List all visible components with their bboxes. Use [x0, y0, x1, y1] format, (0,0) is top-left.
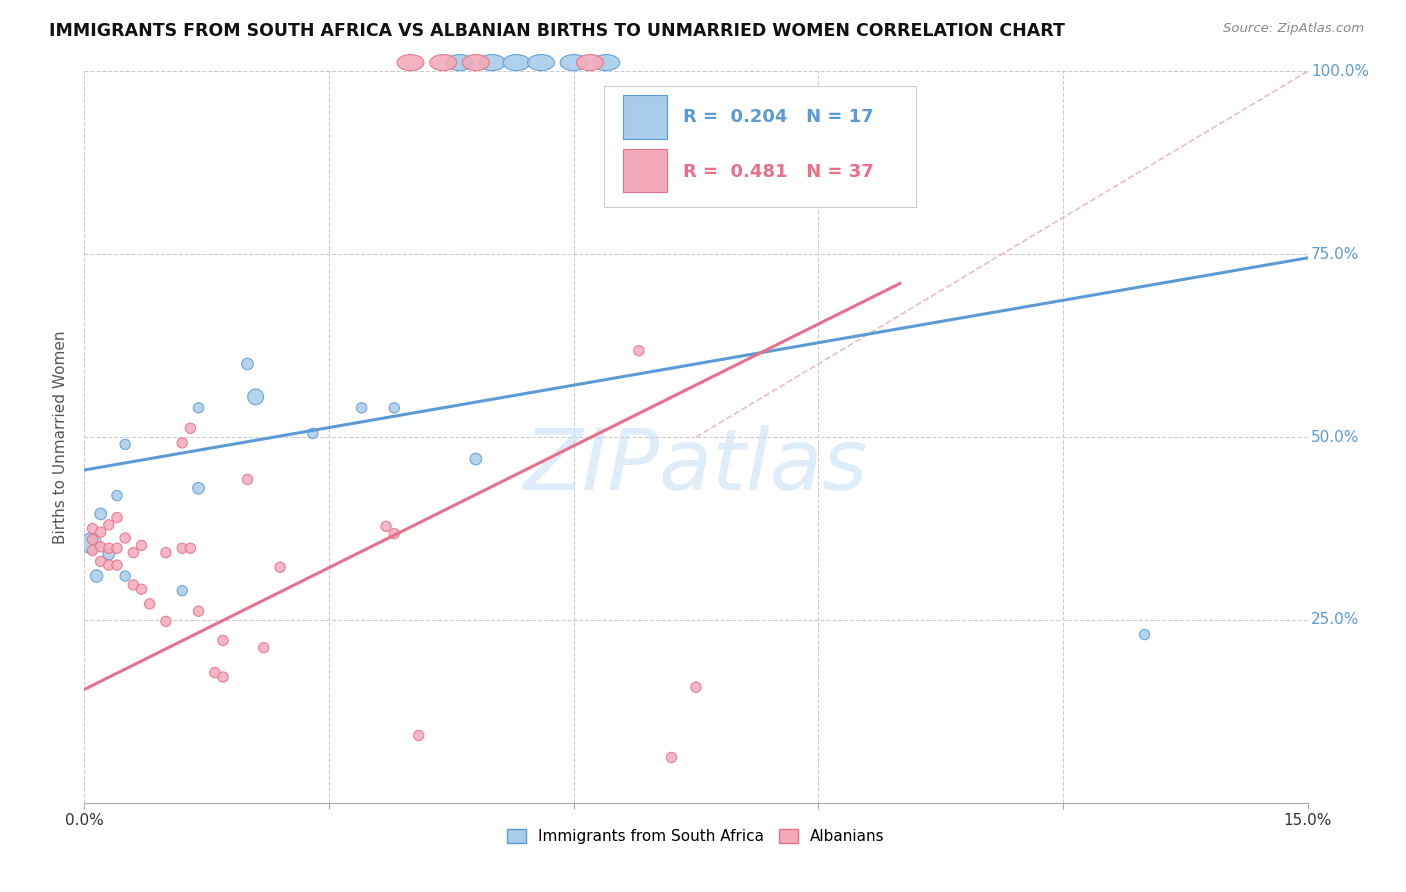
Point — [122, 578, 145, 592]
Point — [90, 525, 112, 540]
Point — [114, 569, 136, 583]
Point — [204, 665, 226, 680]
Point — [114, 437, 136, 451]
Point — [245, 390, 267, 404]
Point — [408, 729, 430, 743]
Legend: Immigrants from South Africa, Albanians: Immigrants from South Africa, Albanians — [502, 822, 890, 850]
Text: 25.0%: 25.0% — [1312, 613, 1360, 627]
Point — [212, 670, 235, 684]
Point — [236, 473, 259, 487]
Point — [105, 558, 128, 573]
Point — [187, 604, 209, 618]
Point — [382, 401, 405, 415]
Point — [105, 541, 128, 556]
Point — [82, 521, 104, 535]
Point — [105, 510, 128, 524]
Point — [350, 401, 373, 415]
Point — [172, 436, 194, 450]
Circle shape — [527, 54, 554, 70]
Point — [269, 560, 291, 574]
Point — [97, 547, 120, 561]
Point — [464, 452, 486, 467]
Point — [155, 546, 177, 560]
Text: Source: ZipAtlas.com: Source: ZipAtlas.com — [1223, 22, 1364, 36]
Text: ZIPatlas: ZIPatlas — [524, 425, 868, 508]
Point — [172, 541, 194, 556]
Point — [236, 357, 259, 371]
Point — [138, 597, 160, 611]
Point — [122, 546, 145, 560]
Point — [179, 421, 201, 435]
Circle shape — [593, 54, 620, 70]
Point — [90, 507, 112, 521]
Point — [253, 640, 276, 655]
Point — [627, 343, 650, 358]
Point — [97, 558, 120, 573]
Circle shape — [576, 54, 603, 70]
Point — [661, 750, 683, 764]
Point — [97, 541, 120, 556]
Point — [131, 582, 153, 597]
Point — [80, 536, 103, 550]
Point — [179, 541, 201, 556]
Point — [97, 517, 120, 532]
Point — [375, 519, 398, 533]
Point — [105, 489, 128, 503]
Text: R =  0.204   N = 17: R = 0.204 N = 17 — [682, 109, 873, 127]
Point — [155, 615, 177, 629]
Point — [382, 526, 405, 541]
Point — [114, 531, 136, 545]
Circle shape — [430, 54, 457, 70]
Point — [187, 401, 209, 415]
Point — [187, 481, 209, 495]
Point — [90, 540, 112, 554]
FancyBboxPatch shape — [623, 95, 666, 138]
Circle shape — [503, 54, 530, 70]
Y-axis label: Births to Unmarried Women: Births to Unmarried Women — [53, 330, 69, 544]
Point — [86, 569, 108, 583]
Circle shape — [478, 54, 506, 70]
Point — [90, 554, 112, 568]
Circle shape — [560, 54, 588, 70]
FancyBboxPatch shape — [623, 149, 666, 192]
Point — [1133, 627, 1156, 641]
Circle shape — [446, 54, 472, 70]
Point — [82, 543, 104, 558]
Text: R =  0.481   N = 37: R = 0.481 N = 37 — [682, 162, 873, 180]
Point — [212, 633, 235, 648]
Point — [685, 680, 707, 694]
Text: IMMIGRANTS FROM SOUTH AFRICA VS ALBANIAN BIRTHS TO UNMARRIED WOMEN CORRELATION C: IMMIGRANTS FROM SOUTH AFRICA VS ALBANIAN… — [49, 22, 1066, 40]
Circle shape — [463, 54, 489, 70]
Point — [301, 426, 323, 441]
Text: 100.0%: 100.0% — [1312, 64, 1369, 78]
Circle shape — [396, 54, 425, 70]
Point — [82, 533, 104, 547]
Text: 50.0%: 50.0% — [1312, 430, 1360, 444]
Text: 75.0%: 75.0% — [1312, 247, 1360, 261]
Point — [172, 583, 194, 598]
Point — [131, 538, 153, 552]
FancyBboxPatch shape — [605, 86, 917, 207]
